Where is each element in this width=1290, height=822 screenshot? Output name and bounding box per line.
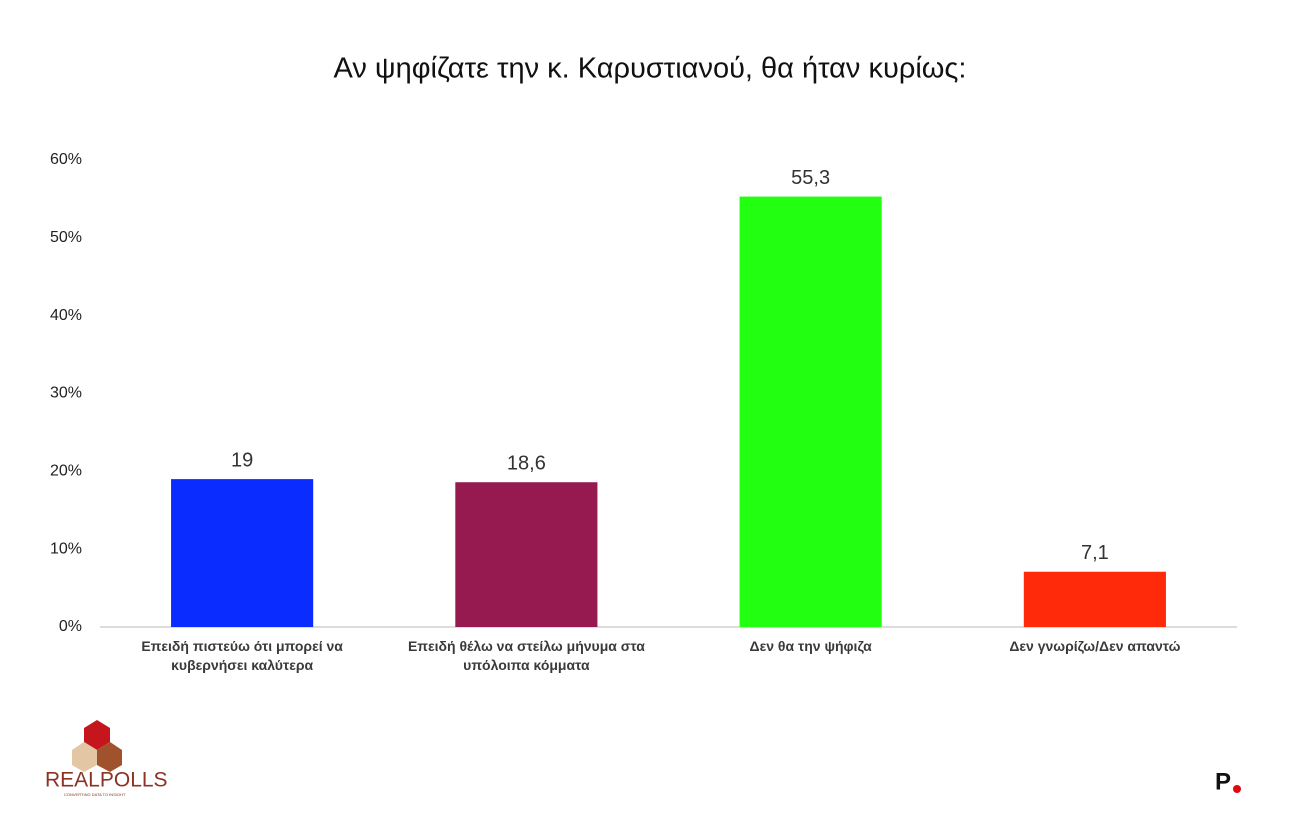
y-tick-label: 30% [50, 385, 82, 402]
brand-dot [1233, 785, 1241, 793]
y-tick-label: 40% [50, 307, 82, 324]
value-label: 18,6 [507, 453, 546, 475]
brand-mark: P [1215, 768, 1231, 795]
value-label: 19 [231, 449, 253, 471]
x-tick-label: Επειδή πιστεύω ότι μπορεί να κυβερνήσει … [141, 638, 343, 673]
y-tick-label: 0% [59, 618, 82, 635]
chart-title: Αν ψηφίζατε την κ. Καρυστιανού, θα ήταν … [334, 53, 967, 85]
value-label: 7,1 [1081, 542, 1109, 564]
x-tick-label: Δεν γνωρίζω/Δεν απαντώ [1009, 638, 1181, 654]
logo-icon [72, 720, 122, 772]
bar [171, 479, 314, 627]
y-tick-label: 10% [50, 540, 82, 557]
bar [455, 482, 598, 627]
y-tick-label: 60% [50, 151, 82, 168]
y-tick-label: 50% [50, 229, 82, 246]
logo-text: REALPOLLS [45, 769, 168, 792]
logo-tagline: CONVERTING DATA TO INSIGHT [64, 792, 126, 797]
x-tick-label: Επειδή θέλω να στείλω μήνυμα στα υπόλοιπ… [407, 638, 645, 673]
bar [739, 196, 882, 627]
bar [1023, 571, 1166, 627]
y-tick-label: 20% [50, 463, 82, 480]
x-tick-label: Δεν θα την ψήφιζα [749, 638, 872, 654]
value-label: 55,3 [791, 167, 830, 189]
